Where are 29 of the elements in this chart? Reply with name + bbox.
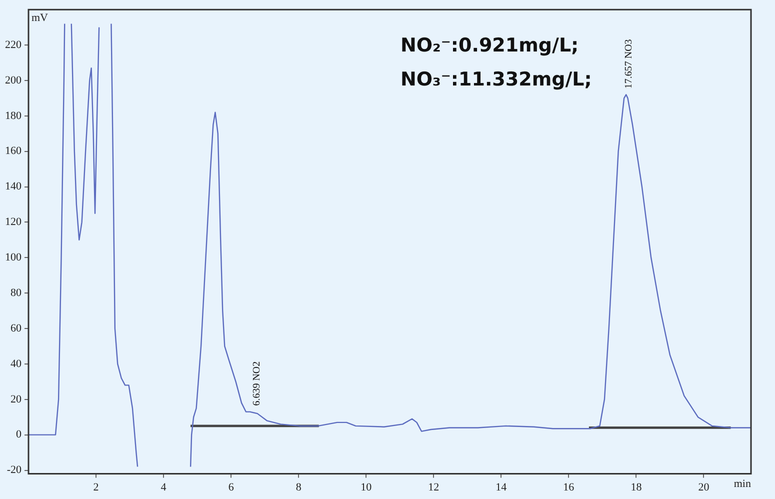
x-tick-label: 16 <box>563 481 575 494</box>
annotation: 6.639 NO2 <box>251 361 262 406</box>
x-tick-label: 10 <box>360 481 372 494</box>
x-tick-label: 6 <box>228 481 234 494</box>
y-tick-label: 220 <box>5 38 22 51</box>
y-tick-label: 180 <box>5 110 22 122</box>
x-axis-title: min <box>734 478 752 490</box>
y-tick-label: 60 <box>10 322 22 334</box>
y-tick-label: -20 <box>6 464 22 476</box>
y-tick-label: 80 <box>10 286 22 299</box>
y-tick-label: 100 <box>5 252 22 264</box>
x-tick-label: 14 <box>496 481 508 494</box>
x-tick-label: 20 <box>698 481 710 494</box>
x-tick-label: 2 <box>93 481 99 494</box>
y-tick-label: 40 <box>10 358 22 370</box>
x-tick-label: 18 <box>630 481 642 494</box>
y-tick-label: 140 <box>5 180 22 193</box>
y-tick-label: 160 <box>5 145 22 158</box>
y-tick-label: 200 <box>5 74 22 86</box>
y-tick-label: 0 <box>16 428 22 441</box>
x-tick-label: 4 <box>160 481 167 494</box>
x-tick-label: 8 <box>296 481 302 494</box>
annotation: 17.657 NO3 <box>623 39 634 89</box>
x-tick-label: 12 <box>428 481 440 494</box>
annotation: NO₃⁻:11.332mg/L; <box>400 68 592 91</box>
annotation: NO₂⁻:0.921mg/L; <box>400 34 579 57</box>
y-tick-label: 20 <box>10 393 22 406</box>
y-tick-label: 120 <box>5 216 22 228</box>
y-axis-title: mV <box>32 12 48 24</box>
